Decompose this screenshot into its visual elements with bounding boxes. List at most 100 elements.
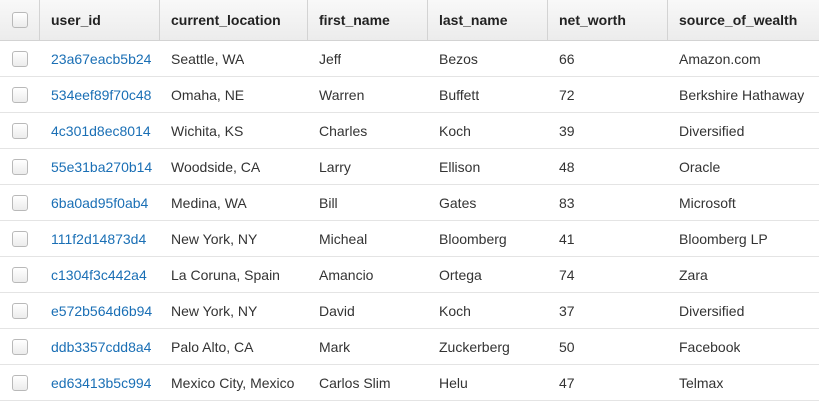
cell-current-location: Woodside, CA [160, 149, 308, 184]
cell-last-name: Koch [428, 113, 548, 148]
cell-current-location: Omaha, NE [160, 77, 308, 112]
last-name-value: Koch [439, 122, 471, 139]
last-name-value: Helu [439, 374, 468, 391]
net-worth-value: 47 [559, 374, 575, 391]
column-header-last-name[interactable]: last_name [428, 0, 548, 40]
row-checkbox[interactable] [12, 194, 28, 211]
source-of-wealth-value: Facebook [679, 338, 741, 355]
cell-first-name: Jeff [308, 41, 428, 76]
row-select-cell [0, 113, 40, 148]
source-of-wealth-value: Oracle [679, 158, 721, 175]
row-checkbox[interactable] [12, 374, 28, 391]
column-header-user-id[interactable]: user_id [40, 0, 160, 40]
table-row[interactable]: ddb3357cdd8a4 Palo Alto, CA Mark Zuckerberg… [0, 329, 819, 365]
first-name-value: Mark [319, 338, 351, 355]
cell-last-name: Helu [428, 365, 548, 400]
net-worth-value: 66 [559, 50, 575, 67]
cell-first-name: Carlos Slim [308, 365, 428, 400]
first-name-value: Jeff [319, 50, 342, 67]
user-id-link[interactable]: c1304f3c442a4 [51, 266, 147, 283]
row-checkbox[interactable] [12, 266, 28, 283]
table-row[interactable]: 6ba0ad95f0ab4 Medina, WA Bill Gates 83 Micros… [0, 185, 819, 221]
current-location-value: Omaha, NE [171, 86, 245, 103]
row-checkbox[interactable] [12, 86, 28, 103]
source-of-wealth-value: Diversified [679, 302, 745, 319]
cell-user-id: 23a67eacb5b24 [40, 41, 160, 76]
row-select-cell [0, 41, 40, 76]
table-row[interactable]: c1304f3c442a4 La Coruna, Spain Amancio Orte… [0, 257, 819, 293]
cell-first-name: Micheal [308, 221, 428, 256]
current-location-value: Seattle, WA [171, 50, 245, 67]
cell-source-of-wealth: Oracle [668, 149, 819, 184]
cell-source-of-wealth: Microsoft [668, 185, 819, 220]
column-header-first-name[interactable]: first_name [308, 0, 428, 40]
current-location-value: Woodside, CA [171, 158, 261, 175]
cell-net-worth: 41 [548, 221, 668, 256]
table-row[interactable]: e572b564d6b94 New York, NY David Koch 37 Dive… [0, 293, 819, 329]
row-select-cell [0, 293, 40, 328]
cell-user-id: ddb3357cdd8a4 [40, 329, 160, 364]
current-location-value: Medina, WA [171, 194, 247, 211]
cell-user-id: c1304f3c442a4 [40, 257, 160, 292]
user-id-link[interactable]: 23a67eacb5b24 [51, 50, 152, 67]
user-id-link[interactable]: 6ba0ad95f0ab4 [51, 194, 149, 211]
select-all-checkbox[interactable] [11, 12, 28, 28]
table-row[interactable]: ed63413b5c994 Mexico City, Mexico Carlos S… [0, 365, 819, 401]
user-id-link[interactable]: 4c301d8ec8014 [51, 122, 151, 139]
table-row[interactable]: 4c301d8ec8014 Wichita, KS Charles Koch 39 Div… [0, 113, 819, 149]
net-worth-value: 48 [559, 158, 575, 175]
table-row[interactable]: 55e31ba270b14 Woodside, CA Larry Ellison 48 O… [0, 149, 819, 185]
row-checkbox[interactable] [12, 50, 28, 67]
user-id-link[interactable]: e572b564d6b94 [51, 302, 153, 319]
user-id-link[interactable]: 55e31ba270b14 [51, 158, 153, 175]
current-location-value: Palo Alto, CA [171, 338, 254, 355]
source-of-wealth-value: Diversified [679, 122, 745, 139]
cell-user-id: 6ba0ad95f0ab4 [40, 185, 160, 220]
row-checkbox[interactable] [12, 338, 28, 355]
source-of-wealth-value: Telmax [679, 374, 724, 391]
user-id-link[interactable]: ddb3357cdd8a4 [51, 338, 152, 355]
cell-current-location: Palo Alto, CA [160, 329, 308, 364]
cell-source-of-wealth: Amazon.com [668, 41, 819, 76]
cell-last-name: Koch [428, 293, 548, 328]
row-select-cell [0, 221, 40, 256]
last-name-value: Gates [439, 194, 477, 211]
cell-last-name: Gates [428, 185, 548, 220]
net-worth-value: 37 [559, 302, 575, 319]
cell-current-location: La Coruna, Spain [160, 257, 308, 292]
cell-net-worth: 48 [548, 149, 668, 184]
user-id-link[interactable]: ed63413b5c994 [51, 374, 152, 391]
last-name-value: Bezos [439, 50, 478, 67]
cell-first-name: Charles [308, 113, 428, 148]
cell-source-of-wealth: Diversified [668, 293, 819, 328]
table-row[interactable]: 23a67eacb5b24 Seattle, WA Jeff Bezos 66 Amazo… [0, 41, 819, 77]
user-id-link[interactable]: 111f2d14873d4 [51, 230, 147, 247]
table-row[interactable]: 111f2d14873d4 New York, NY Micheal Bloomber… [0, 221, 819, 257]
first-name-value: Micheal [319, 230, 368, 247]
column-header-net-worth[interactable]: net_worth [548, 0, 668, 40]
column-header-source-of-wealth[interactable]: source_of_wealth [679, 12, 798, 28]
cell-net-worth: 39 [548, 113, 668, 148]
source-of-wealth-value: Berkshire Hathaway [679, 86, 805, 103]
net-worth-value: 83 [559, 194, 575, 211]
cell-last-name: Ortega [428, 257, 548, 292]
row-checkbox[interactable] [12, 158, 28, 175]
table-row[interactable]: 534eef89f70c48 Omaha, NE Warren Buffett 72 Be… [0, 77, 819, 113]
row-checkbox[interactable] [12, 302, 28, 319]
user-id-link[interactable]: 534eef89f70c48 [51, 86, 152, 103]
cell-user-id: e572b564d6b94 [40, 293, 160, 328]
table-header: user_id current_location first_name last… [0, 0, 819, 41]
cell-net-worth: 37 [548, 293, 668, 328]
row-checkbox[interactable] [12, 122, 28, 139]
last-name-value: Bloomberg [439, 230, 507, 247]
column-header-current-location[interactable]: current_location [160, 0, 308, 40]
current-location-value: La Coruna, Spain [171, 266, 280, 283]
last-name-value: Koch [439, 302, 471, 319]
cell-first-name: David [308, 293, 428, 328]
row-checkbox[interactable] [12, 230, 28, 247]
cell-current-location: Seattle, WA [160, 41, 308, 76]
row-select-cell [0, 149, 40, 184]
cell-first-name: Amancio [308, 257, 428, 292]
current-location-value: Wichita, KS [171, 122, 244, 139]
